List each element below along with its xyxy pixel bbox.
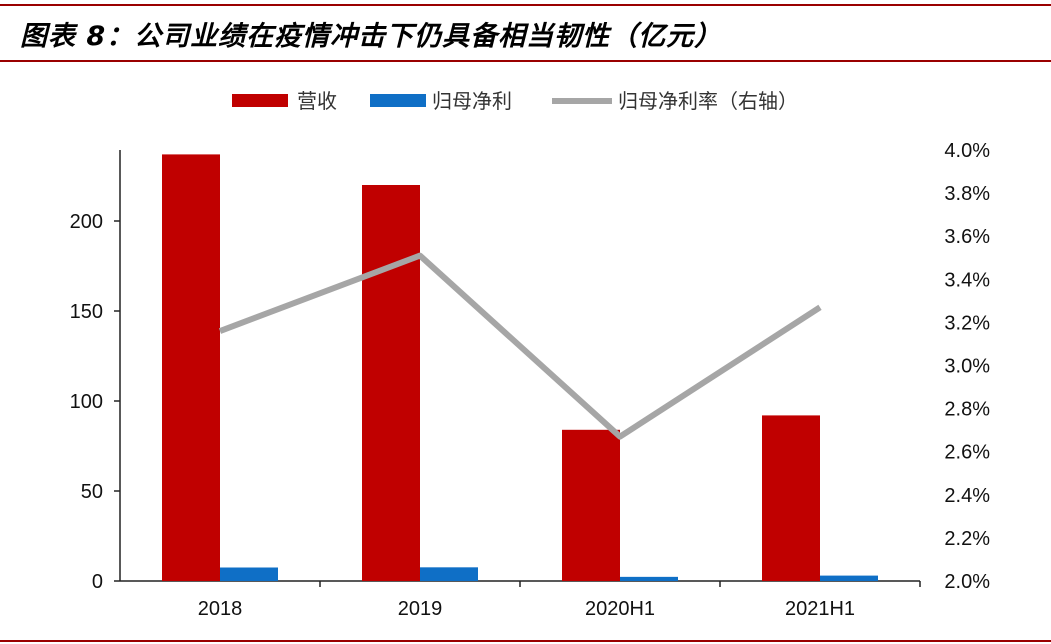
x-tick-label: 2020H1 [585, 598, 655, 620]
right-tick-label: 2.8% [944, 399, 990, 421]
legend-label-revenue: 营收 [297, 89, 337, 113]
x-tick-label: 2018 [198, 598, 243, 620]
right-tick-label: 3.0% [944, 356, 990, 378]
legend-swatch-revenue [232, 94, 288, 107]
legend-label-margin: 归母净利率（右轴） [618, 89, 798, 113]
legend: 营收 归母净利 归母净利率（右轴） [232, 89, 798, 113]
revenue-bar [162, 154, 220, 581]
title-bar: 图表 8：公司业绩在疫情冲击下仍具备相当韧性（亿元） [0, 0, 1051, 62]
legend-swatch-net-profit [370, 94, 426, 107]
left-tick-label: 100 [70, 391, 103, 413]
revenue-bar [762, 415, 820, 581]
left-tick-label: 50 [81, 481, 103, 503]
net-profit-bar [420, 567, 478, 581]
x-tick-label: 2021H1 [785, 598, 855, 620]
title-top-rule [0, 4, 1051, 6]
right-tick-label: 3.4% [944, 269, 990, 291]
left-tick-label: 150 [70, 301, 103, 323]
net-profit-bar [820, 575, 878, 581]
x-axis-ticks: 2018 2019 2020H1 2021H1 [198, 581, 921, 620]
right-tick-label: 4.0% [944, 140, 990, 162]
legend-label-net-profit: 归母净利 [432, 89, 512, 113]
right-tick-label: 2.6% [944, 442, 990, 464]
left-tick-label: 200 [70, 211, 103, 233]
net-profit-bars [220, 567, 878, 581]
margin-line-series [218, 252, 822, 440]
left-tick-label: 0 [92, 571, 103, 593]
right-tick-label: 3.2% [944, 312, 990, 334]
bottom-rule [0, 640, 1051, 642]
right-axis-ticks: 2.0% 2.2% 2.4% 2.6% 2.8% 3.0% 3.2% 3.4% 3.6% 3.8%… [944, 140, 990, 593]
net-profit-bar [620, 576, 678, 581]
x-tick-label: 2019 [398, 598, 443, 620]
net-profit-bar [220, 567, 278, 581]
revenue-bars [162, 154, 820, 581]
right-tick-label: 2.4% [944, 485, 990, 507]
revenue-bar [562, 429, 620, 581]
left-axis-ticks: 0 50 100 150 200 [70, 211, 120, 593]
margin-line [218, 252, 822, 440]
title-bottom-rule [0, 60, 1051, 62]
right-tick-label: 2.0% [944, 571, 990, 593]
revenue-bar [362, 185, 420, 581]
right-tick-label: 2.2% [944, 528, 990, 550]
right-tick-label: 3.6% [944, 226, 990, 248]
chart-title: 图表 8：公司业绩在疫情冲击下仍具备相当韧性（亿元） [20, 21, 723, 52]
right-tick-label: 3.8% [944, 183, 990, 205]
